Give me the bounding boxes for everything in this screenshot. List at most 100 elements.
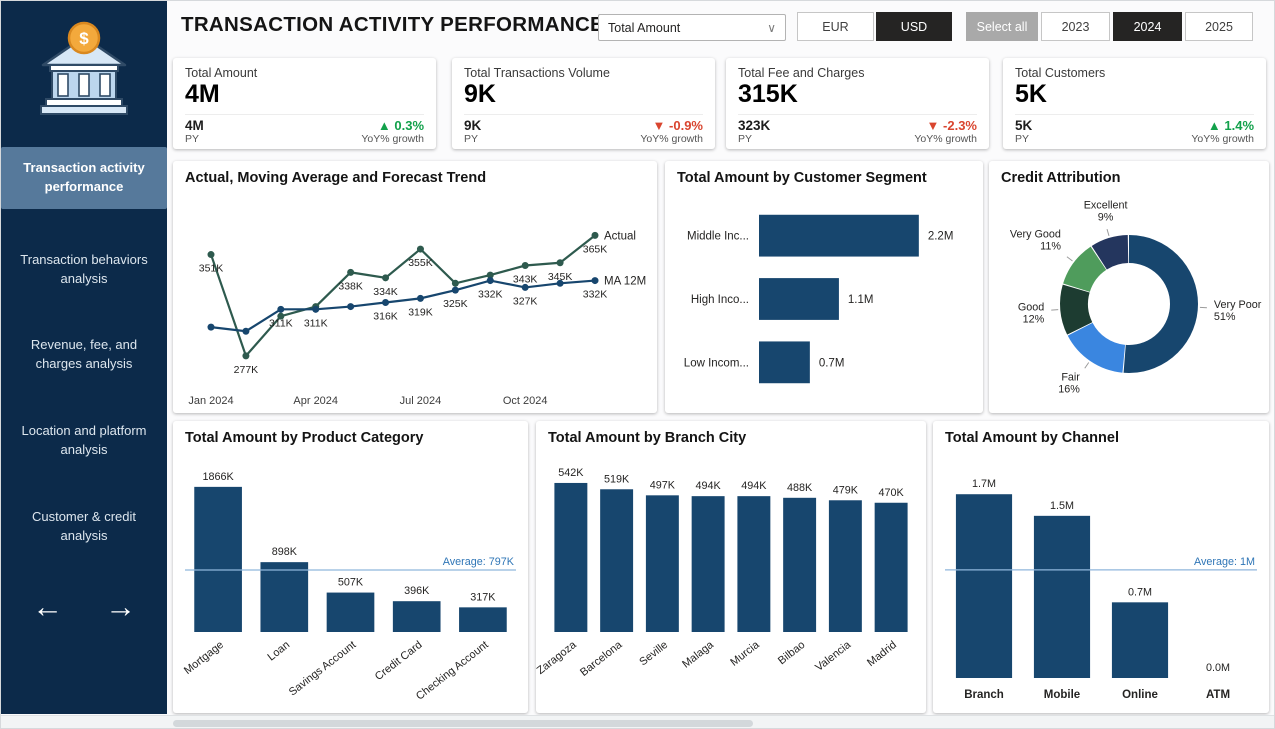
svg-text:Bilbao: Bilbao	[776, 639, 807, 667]
svg-text:488K: 488K	[787, 482, 813, 494]
bank-base	[45, 98, 123, 107]
svg-text:Branch: Branch	[964, 689, 1004, 701]
sidebar-item-transaction-activity-performance[interactable]: Transaction activity performance	[1, 147, 167, 209]
kpi-growth: ▼ -0.9% YoY% growth	[640, 118, 703, 145]
product-category-bar-chart[interactable]: 1866K Mortgage 898K Loan 507K Savings Account…	[173, 448, 528, 710]
svg-text:479K: 479K	[833, 484, 859, 496]
year-button-2023[interactable]: 2023	[1041, 12, 1110, 41]
prev-arrow-icon[interactable]: ←	[32, 589, 63, 625]
svg-text:365K: 365K	[583, 243, 608, 255]
bank-plinth	[40, 105, 128, 115]
select-all-years-button[interactable]: Select all	[966, 12, 1038, 41]
svg-text:1866K: 1866K	[202, 471, 234, 483]
kpi-card-total-customers: Total Customers 5K 5K PY ▲ 1.4% YoY% gro…	[1003, 58, 1266, 149]
svg-text:343K: 343K	[513, 274, 538, 286]
scrollbar-thumb[interactable]	[173, 720, 753, 727]
kpi-title: Total Fee and Charges	[738, 66, 865, 80]
svg-text:494K: 494K	[696, 480, 722, 492]
svg-text:355K: 355K	[408, 257, 433, 269]
kpi-prior-year: 5K PY	[1015, 118, 1032, 145]
svg-text:332K: 332K	[478, 289, 503, 301]
sidebar-item-revenue-fee-charges-analysis[interactable]: Revenue, fee, and charges analysis	[30, 337, 138, 372]
svg-text:519K: 519K	[604, 473, 630, 485]
kpi-value: 9K	[464, 80, 496, 108]
svg-text:Average: 1M: Average: 1M	[1194, 556, 1255, 568]
kpi-growth: ▼ -2.3% YoY% growth	[914, 118, 977, 145]
kpi-py-value: 9K	[464, 117, 482, 133]
sidebar: $ Transaction activity performance Trans…	[1, 1, 167, 714]
svg-text:Middle Inc...: Middle Inc...	[687, 231, 749, 243]
svg-text:1.7M: 1.7M	[972, 478, 996, 490]
kpi-value: 4M	[185, 80, 220, 108]
svg-text:Valencia: Valencia	[813, 638, 854, 673]
currency-button-usd[interactable]: USD	[876, 12, 952, 41]
customer-segment-bar-chart[interactable]: Middle Inc... 2.2M High Inco... 1.1M Low Inc…	[665, 188, 983, 408]
kpi-delta-label: YoY% growth	[640, 132, 703, 145]
svg-text:311K: 311K	[304, 317, 328, 329]
svg-text:277K: 277K	[234, 364, 259, 376]
svg-text:334K: 334K	[373, 286, 398, 298]
svg-text:Seville: Seville	[637, 639, 670, 668]
svg-text:319K: 319K	[408, 306, 433, 318]
sidebar-item-location-platform-analysis[interactable]: Location and platform analysis	[21, 423, 147, 457]
channel-bar-chart[interactable]: 1.7M Branch 1.5M Mobile 0.7M Online 0.0M ATM Ave…	[933, 448, 1269, 710]
kpi-delta: ▲ 1.4%	[1207, 117, 1254, 133]
svg-text:Murcia: Murcia	[728, 638, 762, 668]
sidebar-item-customer-credit-analysis[interactable]: Customer & credit analysis	[31, 508, 137, 543]
svg-text:Actual: Actual	[604, 230, 636, 242]
kpi-py-label: PY	[1015, 132, 1030, 145]
sidebar-nav: Transaction activity performance Transac…	[1, 147, 167, 551]
svg-text:Barcelona: Barcelona	[578, 638, 625, 678]
svg-text:Apr 2024: Apr 2024	[293, 395, 338, 407]
svg-text:494K: 494K	[741, 480, 767, 492]
svg-text:470K: 470K	[879, 487, 905, 499]
year-button-2024[interactable]: 2024	[1113, 12, 1182, 41]
kpi-prior-year: 323K PY	[738, 118, 770, 145]
svg-text:Malaga: Malaga	[680, 638, 717, 670]
currency-button-eur[interactable]: EUR	[797, 12, 874, 41]
branch-city-bar-chart[interactable]: 542K Zaragoza 519K Barcelona 497K Seville 494K…	[536, 448, 926, 710]
svg-text:Fair: Fair	[1061, 371, 1080, 383]
product-category-chart-card: Total Amount by Product Category 1866K Mo…	[173, 421, 528, 713]
svg-text:Savings Account: Savings Account	[287, 639, 358, 699]
bank-logo-icon: $	[40, 21, 128, 115]
svg-text:0.0M: 0.0M	[1206, 662, 1230, 674]
svg-text:Jan 2024: Jan 2024	[188, 395, 233, 407]
trend-chart-card: Actual, Moving Average and Forecast Tren…	[173, 161, 657, 413]
kpi-prior-year: 4M PY	[185, 118, 204, 145]
horizontal-scrollbar[interactable]	[1, 715, 1274, 728]
kpi-py-label: PY	[738, 132, 753, 145]
sidebar-item-transaction-behaviors-analysis[interactable]: Transaction behaviors analysis	[20, 251, 148, 286]
svg-text:11%: 11%	[1040, 241, 1061, 253]
kpi-title: Total Customers	[1015, 66, 1106, 80]
kpi-delta: ▼ -0.9%	[652, 117, 703, 133]
chart-title: Credit Attribution	[1001, 170, 1121, 186]
svg-text:0.7M: 0.7M	[1128, 586, 1152, 598]
svg-text:316K: 316K	[373, 310, 398, 322]
svg-text:Checking Account: Checking Account	[414, 639, 491, 703]
svg-text:0.7M: 0.7M	[819, 357, 845, 369]
year-button-2025[interactable]: 2025	[1185, 12, 1253, 41]
svg-text:338K: 338K	[338, 280, 363, 292]
measure-dropdown-value: Total Amount	[608, 20, 681, 35]
svg-text:Zaragoza: Zaragoza	[536, 638, 579, 677]
svg-text:ATM: ATM	[1206, 689, 1230, 701]
next-arrow-icon[interactable]: →	[105, 589, 136, 625]
customer-segment-chart-card: Total Amount by Customer Segment Middle …	[665, 161, 983, 413]
chart-title: Total Amount by Branch City	[548, 430, 747, 446]
kpi-card-total-transactions-volume: Total Transactions Volume 9K 9K PY ▼ -0.…	[452, 58, 715, 149]
svg-text:351K: 351K	[199, 263, 224, 275]
kpi-footer: 4M PY ▲ 0.3% YoY% growth	[185, 113, 424, 145]
kpi-growth: ▲ 1.4% YoY% growth	[1191, 118, 1254, 145]
svg-text:Oct 2024: Oct 2024	[503, 395, 548, 407]
kpi-value: 5K	[1015, 80, 1047, 108]
svg-text:Online: Online	[1122, 689, 1158, 701]
measure-dropdown[interactable]: Total Amount ∨	[598, 14, 786, 41]
svg-text:MA 12M: MA 12M	[604, 276, 646, 288]
svg-text:Loan: Loan	[265, 639, 292, 664]
svg-text:Credit Card: Credit Card	[373, 639, 425, 683]
svg-text:345K: 345K	[548, 271, 573, 283]
